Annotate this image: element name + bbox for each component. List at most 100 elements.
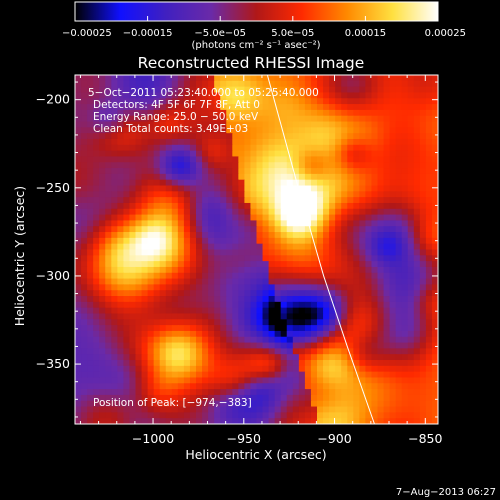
heatmap-cell	[196, 179, 203, 187]
heatmap-cell	[389, 237, 397, 245]
heatmap-cell	[99, 394, 106, 402]
heatmap-cell	[99, 360, 106, 367]
heatmap-cell	[93, 127, 100, 134]
heatmap-cell	[189, 208, 197, 216]
heatmap-cell	[304, 237, 312, 245]
heatmap-cell	[75, 162, 82, 169]
heatmap-cell	[431, 400, 438, 408]
heatmap-cell	[335, 319, 342, 326]
heatmap-cell	[329, 313, 336, 320]
heatmap-cell	[189, 109, 197, 117]
heatmap-cell	[147, 208, 155, 216]
heatmap-cell	[135, 220, 143, 227]
heatmap-cell	[177, 173, 185, 181]
heatmap-cell	[238, 266, 245, 274]
heatmap-cell	[232, 156, 239, 163]
heatmap-cell	[81, 226, 88, 233]
heatmap-cell	[111, 150, 118, 158]
heatmap-cell	[123, 325, 131, 332]
heatmap-cell	[93, 319, 100, 326]
heatmap-cell	[117, 261, 124, 268]
heatmap-cell	[353, 191, 360, 198]
heatmap-cell	[341, 75, 348, 82]
heatmap-cell	[256, 92, 264, 99]
heatmap-cell	[75, 220, 82, 227]
heatmap-cell	[347, 383, 354, 390]
heatmap-cell	[111, 109, 118, 117]
heatmap-cell	[189, 354, 197, 361]
heatmap-cell	[129, 307, 137, 315]
heatmap-cell	[365, 133, 373, 140]
heatmap-cell	[111, 418, 118, 424]
heatmap-cell	[117, 319, 124, 326]
heatmap-cell	[335, 156, 342, 163]
heatmap-cell	[389, 191, 397, 198]
heatmap-cell	[335, 278, 342, 285]
heatmap-cell	[99, 197, 106, 204]
heatmap-cell	[413, 127, 421, 134]
heatmap-cell	[87, 406, 94, 413]
heatmap-cell	[262, 342, 270, 349]
heatmap-cell	[431, 325, 438, 332]
heatmap-cell	[407, 336, 415, 344]
heatmap-cell	[401, 249, 409, 256]
heatmap-cell	[75, 418, 82, 424]
heatmap-cell	[165, 75, 173, 82]
heatmap-cell	[99, 92, 106, 99]
heatmap-cell	[238, 418, 245, 424]
heatmap-cell	[347, 412, 354, 419]
heatmap-cell	[220, 162, 227, 169]
heatmap-cell	[292, 354, 300, 361]
heatmap-cell	[304, 168, 312, 175]
heatmap-cell	[341, 389, 348, 396]
heatmap-cell	[250, 284, 258, 291]
heatmap-cell	[93, 156, 100, 163]
heatmap-cell	[196, 412, 203, 419]
heatmap-cell	[147, 255, 155, 262]
heatmap-cell	[262, 348, 270, 355]
heatmap-cell	[129, 86, 137, 94]
heatmap-cell	[389, 179, 397, 187]
heatmap-cell	[202, 168, 209, 175]
heatmap-cell	[365, 249, 373, 256]
heatmap-cell	[371, 75, 379, 82]
heatmap-cell	[220, 383, 227, 390]
heatmap-cell	[226, 330, 233, 338]
heatmap-cell	[268, 348, 276, 355]
heatmap-cell	[214, 383, 221, 390]
heatmap-cell	[413, 179, 421, 187]
heatmap-cell	[87, 98, 94, 105]
heatmap-cell	[268, 307, 276, 315]
heatmap-cell	[105, 272, 112, 280]
heatmap-cell	[389, 185, 397, 192]
heatmap-cell	[214, 197, 221, 204]
heatmap-cell	[413, 80, 421, 88]
heatmap-cell	[123, 173, 131, 181]
heatmap-cell	[395, 173, 403, 181]
heatmap-cell	[214, 214, 221, 222]
heatmap-cell	[165, 319, 173, 326]
heatmap-cell	[280, 360, 288, 367]
heatmap-cell	[304, 202, 312, 210]
heatmap-cell	[298, 371, 306, 379]
heatmap-cell	[171, 98, 179, 105]
heatmap-cell	[335, 301, 342, 309]
heatmap-cell	[189, 301, 197, 309]
heatmap-cell	[395, 365, 403, 373]
heatmap-cell	[177, 354, 185, 361]
heatmap-cell	[359, 115, 366, 123]
heatmap-cell	[377, 296, 385, 303]
heatmap-cell	[329, 150, 336, 158]
heatmap-cell	[335, 109, 342, 117]
heatmap-cell	[359, 202, 366, 210]
heatmap-cell	[208, 121, 215, 128]
heatmap-cell	[196, 348, 203, 355]
heatmap-cell	[274, 319, 282, 326]
heatmap-cell	[280, 394, 288, 402]
heatmap-cell	[177, 255, 185, 262]
heatmap-cell	[353, 86, 360, 94]
heatmap-cell	[256, 278, 264, 285]
heatmap-cell	[274, 418, 282, 424]
heatmap-cell	[335, 261, 342, 268]
heatmap-cell	[153, 202, 161, 210]
